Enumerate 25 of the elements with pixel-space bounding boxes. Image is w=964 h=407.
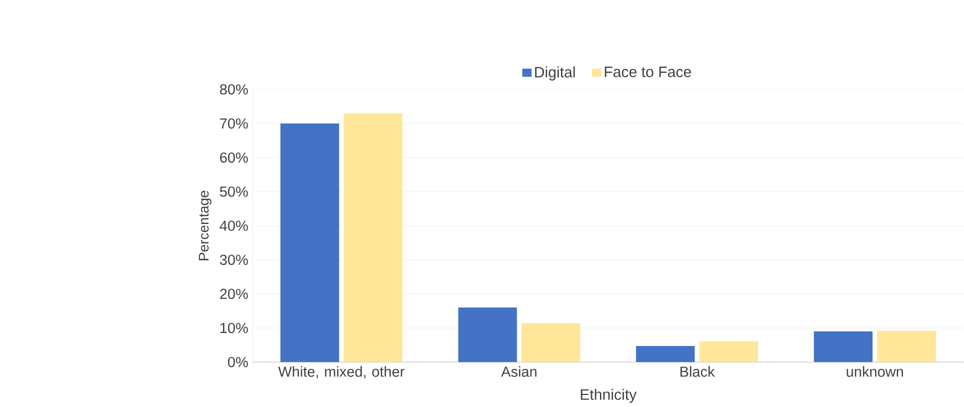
- y-tick-label: 30%: [220, 254, 248, 266]
- bar: [458, 308, 517, 362]
- x-tick-label: Black: [680, 366, 715, 377]
- y-axis-title: Percentage: [198, 190, 212, 260]
- y-tick-label: 80%: [220, 84, 248, 95]
- bar: [636, 346, 695, 362]
- bar: [877, 330, 936, 362]
- y-tick-label: 20%: [220, 288, 248, 300]
- bar: [280, 124, 340, 362]
- y-tick-label: 40%: [220, 220, 248, 231]
- y-tick-label: 0%: [228, 357, 248, 368]
- y-tick-label: 60%: [220, 152, 248, 163]
- legend-label: Face to Face: [604, 66, 691, 78]
- y-tick-label: 70%: [220, 118, 248, 129]
- x-tick-label: White, mixed, other: [278, 366, 404, 379]
- bar: [699, 341, 758, 362]
- x-tick-label: unknown: [846, 366, 903, 377]
- bar: [814, 332, 873, 362]
- x-tick-label: Asian: [501, 366, 536, 377]
- y-tick-label: 10%: [220, 322, 248, 334]
- x-axis-title: Ethnicity: [580, 388, 637, 404]
- legend-label: Digital: [535, 66, 575, 81]
- bar: [522, 323, 580, 362]
- bar: [344, 113, 402, 362]
- y-tick-label: 50%: [220, 186, 248, 197]
